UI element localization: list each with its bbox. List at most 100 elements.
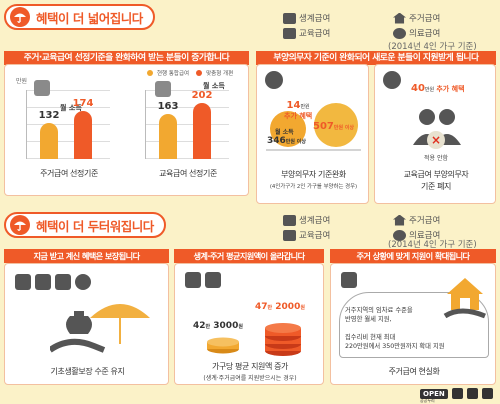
house-icon <box>393 12 406 24</box>
caption-edu-line1: 교육급여 부양의무자 <box>403 170 469 179</box>
legend-housing: 주거급여 <box>393 12 440 24</box>
livelihood-icon <box>185 272 201 288</box>
not-applied-label: 적용 안함 <box>424 155 448 162</box>
chart-education: 월 소득 163 202 교육급여 선정기준 <box>133 76 243 186</box>
bar-custom <box>74 110 92 159</box>
house-icon <box>34 80 50 96</box>
education-obligation-panel: 40만원 추가 혜택 × 적용 안함 교육급여 부양의무자 기준 폐지 <box>374 64 496 204</box>
education-icon <box>383 71 401 89</box>
caption-education: 교육급여 선정기준 <box>159 169 217 178</box>
education-icon <box>155 81 171 97</box>
legend-education: 교육급여 <box>283 27 383 39</box>
open-logo: OPEN <box>420 388 448 399</box>
house-icon <box>205 272 221 288</box>
old-income-value: 346만원 이상 <box>267 136 306 146</box>
open-sub: 공공누리 <box>420 398 435 403</box>
section2-banner-mid: 생계·주거 평균지원액이 올라갑니다 <box>174 249 324 263</box>
bar-value-label: 174 <box>72 97 94 109</box>
new-average-amount: 47만 2000원 <box>255 302 305 312</box>
legend-livelihood: 생계급여 <box>283 214 383 226</box>
legend-medical: 의료급여 <box>393 229 440 241</box>
old-average-amount: 42만 3000원 <box>193 321 243 331</box>
section1-banner-left: 주거·교육급여 선정기준을 완화하여 받는 분들이 증가합니다 <box>4 51 249 65</box>
caption-housing: 주거급여 선정기준 <box>40 169 98 178</box>
support-scale-graphic <box>266 95 361 155</box>
stethoscope-icon <box>393 229 406 241</box>
benefit-legend: 생계급여 주거급여 교육급여 의료급여 <box>283 12 495 39</box>
legend-housing: 주거급여 <box>393 214 440 226</box>
old-income-label: 월 소득 <box>275 129 294 136</box>
section1-title: 혜택이 더 넓어집니다 <box>36 10 143 26</box>
chart-legend: 현행 통합급여 맞춤형 개편 <box>147 69 257 77</box>
commercial-icon <box>466 388 478 399</box>
bar-current <box>40 122 58 159</box>
chart-housing: 만원 월 소득 132 174 주거급여 선정기준 <box>14 76 124 186</box>
caption-average-sub: (생계·주거급여를 지원받으시는 경우) <box>203 375 297 382</box>
section2-banner-left: 지금 받고 계신 혜택은 보장됩니다 <box>4 249 169 263</box>
house-icon <box>35 274 51 290</box>
section1-banner-right: 부양의무자 기준이 완화되어 새로운 분들이 지원받게 됩니다 <box>256 51 496 65</box>
housing-description-line: 반영한 월세 지원, <box>345 316 392 323</box>
edu-benefit-badge: 40만원 추가 혜택 <box>411 83 465 94</box>
housing-description-line: 거주지역의 임차료 수준을 <box>345 307 413 314</box>
section2-banner-right: 주거 상황에 맞게 지원이 확대됩니다 <box>330 249 496 263</box>
support-obligation-panel: 14만원 추가 혜택 월 소득 346만원 이상 507만원 이상 부양의무자 … <box>256 64 369 204</box>
housing-description-line: 집수리비 현재 최대 <box>345 334 396 341</box>
year-note: (2014년 4인 가구 기준) <box>388 42 477 52</box>
chart-housing-plot: 132 174 <box>26 90 110 159</box>
bar-value-label: 202 <box>191 90 213 102</box>
bar-value-label: 163 <box>157 101 179 112</box>
caption-support-sub: (4인가구가 2인 가구를 부양하는 경우) <box>269 184 358 190</box>
housing-description-line <box>345 324 450 333</box>
housing-description-line: 220만원에서 350만원까지 확대 지원 <box>345 343 445 350</box>
monthly-income-label: 월 소득 <box>60 104 82 112</box>
section1-title-pill: 혜택이 더 넓어집니다 <box>4 4 155 30</box>
current-swatch <box>147 70 153 76</box>
bar-custom <box>193 103 211 159</box>
benefit-legend-2: 생계급여 주거급여 교육급여 의료급여 <box>283 214 495 241</box>
legend-medical: 의료급여 <box>393 27 440 39</box>
maintain-panel: 기초생활보장 수준 유지 <box>4 263 169 385</box>
caption-edu-line2: 기준 폐지 <box>421 182 451 191</box>
year-note-2: (2014년 4인 가구 기준) <box>388 240 477 250</box>
caption-housing-realization: 주거급여 현실화 <box>388 367 440 376</box>
new-income-value: 507만원 이상 <box>313 121 355 132</box>
house-icon <box>265 71 283 89</box>
average-amount-panel: 47만 2000원 42만 3000원 가구당 평균 지원액 증가 (생계·주거… <box>174 263 324 385</box>
legend-education: 교육급여 <box>283 229 383 241</box>
caption-average: 가구당 평균 지원액 증가 <box>211 362 289 371</box>
coin-stack-red <box>263 314 303 356</box>
education-icon <box>283 27 296 39</box>
livelihood-icon <box>283 214 296 226</box>
stethoscope-icon <box>393 27 406 39</box>
bar-value-label: 132 <box>38 109 60 121</box>
monthly-income-label: 월 소득 <box>203 82 225 90</box>
hand-house-icon <box>443 276 487 322</box>
caption-maintain: 기초생활보장 수준 유지 <box>50 367 125 376</box>
section2-title-pill: 혜택이 더 두터워집니다 <box>4 212 166 238</box>
stethoscope-icon <box>75 274 91 290</box>
house-icon <box>341 272 357 288</box>
livelihood-icon <box>283 12 296 24</box>
education-icon <box>55 274 71 290</box>
coin-stack-orange <box>205 334 241 354</box>
attribution-icon <box>451 388 463 399</box>
bar-current <box>159 114 177 159</box>
livelihood-icon <box>15 274 31 290</box>
not-applied-x-icon: × <box>427 131 445 149</box>
derivative-icon <box>481 388 493 399</box>
caption-support: 부양의무자 기준완화 <box>281 170 346 179</box>
umbrella-hand-money-icon <box>48 296 150 356</box>
legend-livelihood: 생계급여 <box>283 12 383 24</box>
y-unit: 만원 <box>16 78 28 85</box>
custom-swatch <box>196 70 203 76</box>
house-outline <box>339 292 489 358</box>
umbrella-icon <box>10 7 30 27</box>
house-icon <box>393 214 406 226</box>
chart-education-plot: 163 202 <box>145 90 229 159</box>
education-icon <box>283 229 296 241</box>
benefit-badge: 14만원 추가 혜택 <box>284 100 313 120</box>
section2-title: 혜택이 더 두터워집니다 <box>36 218 154 234</box>
